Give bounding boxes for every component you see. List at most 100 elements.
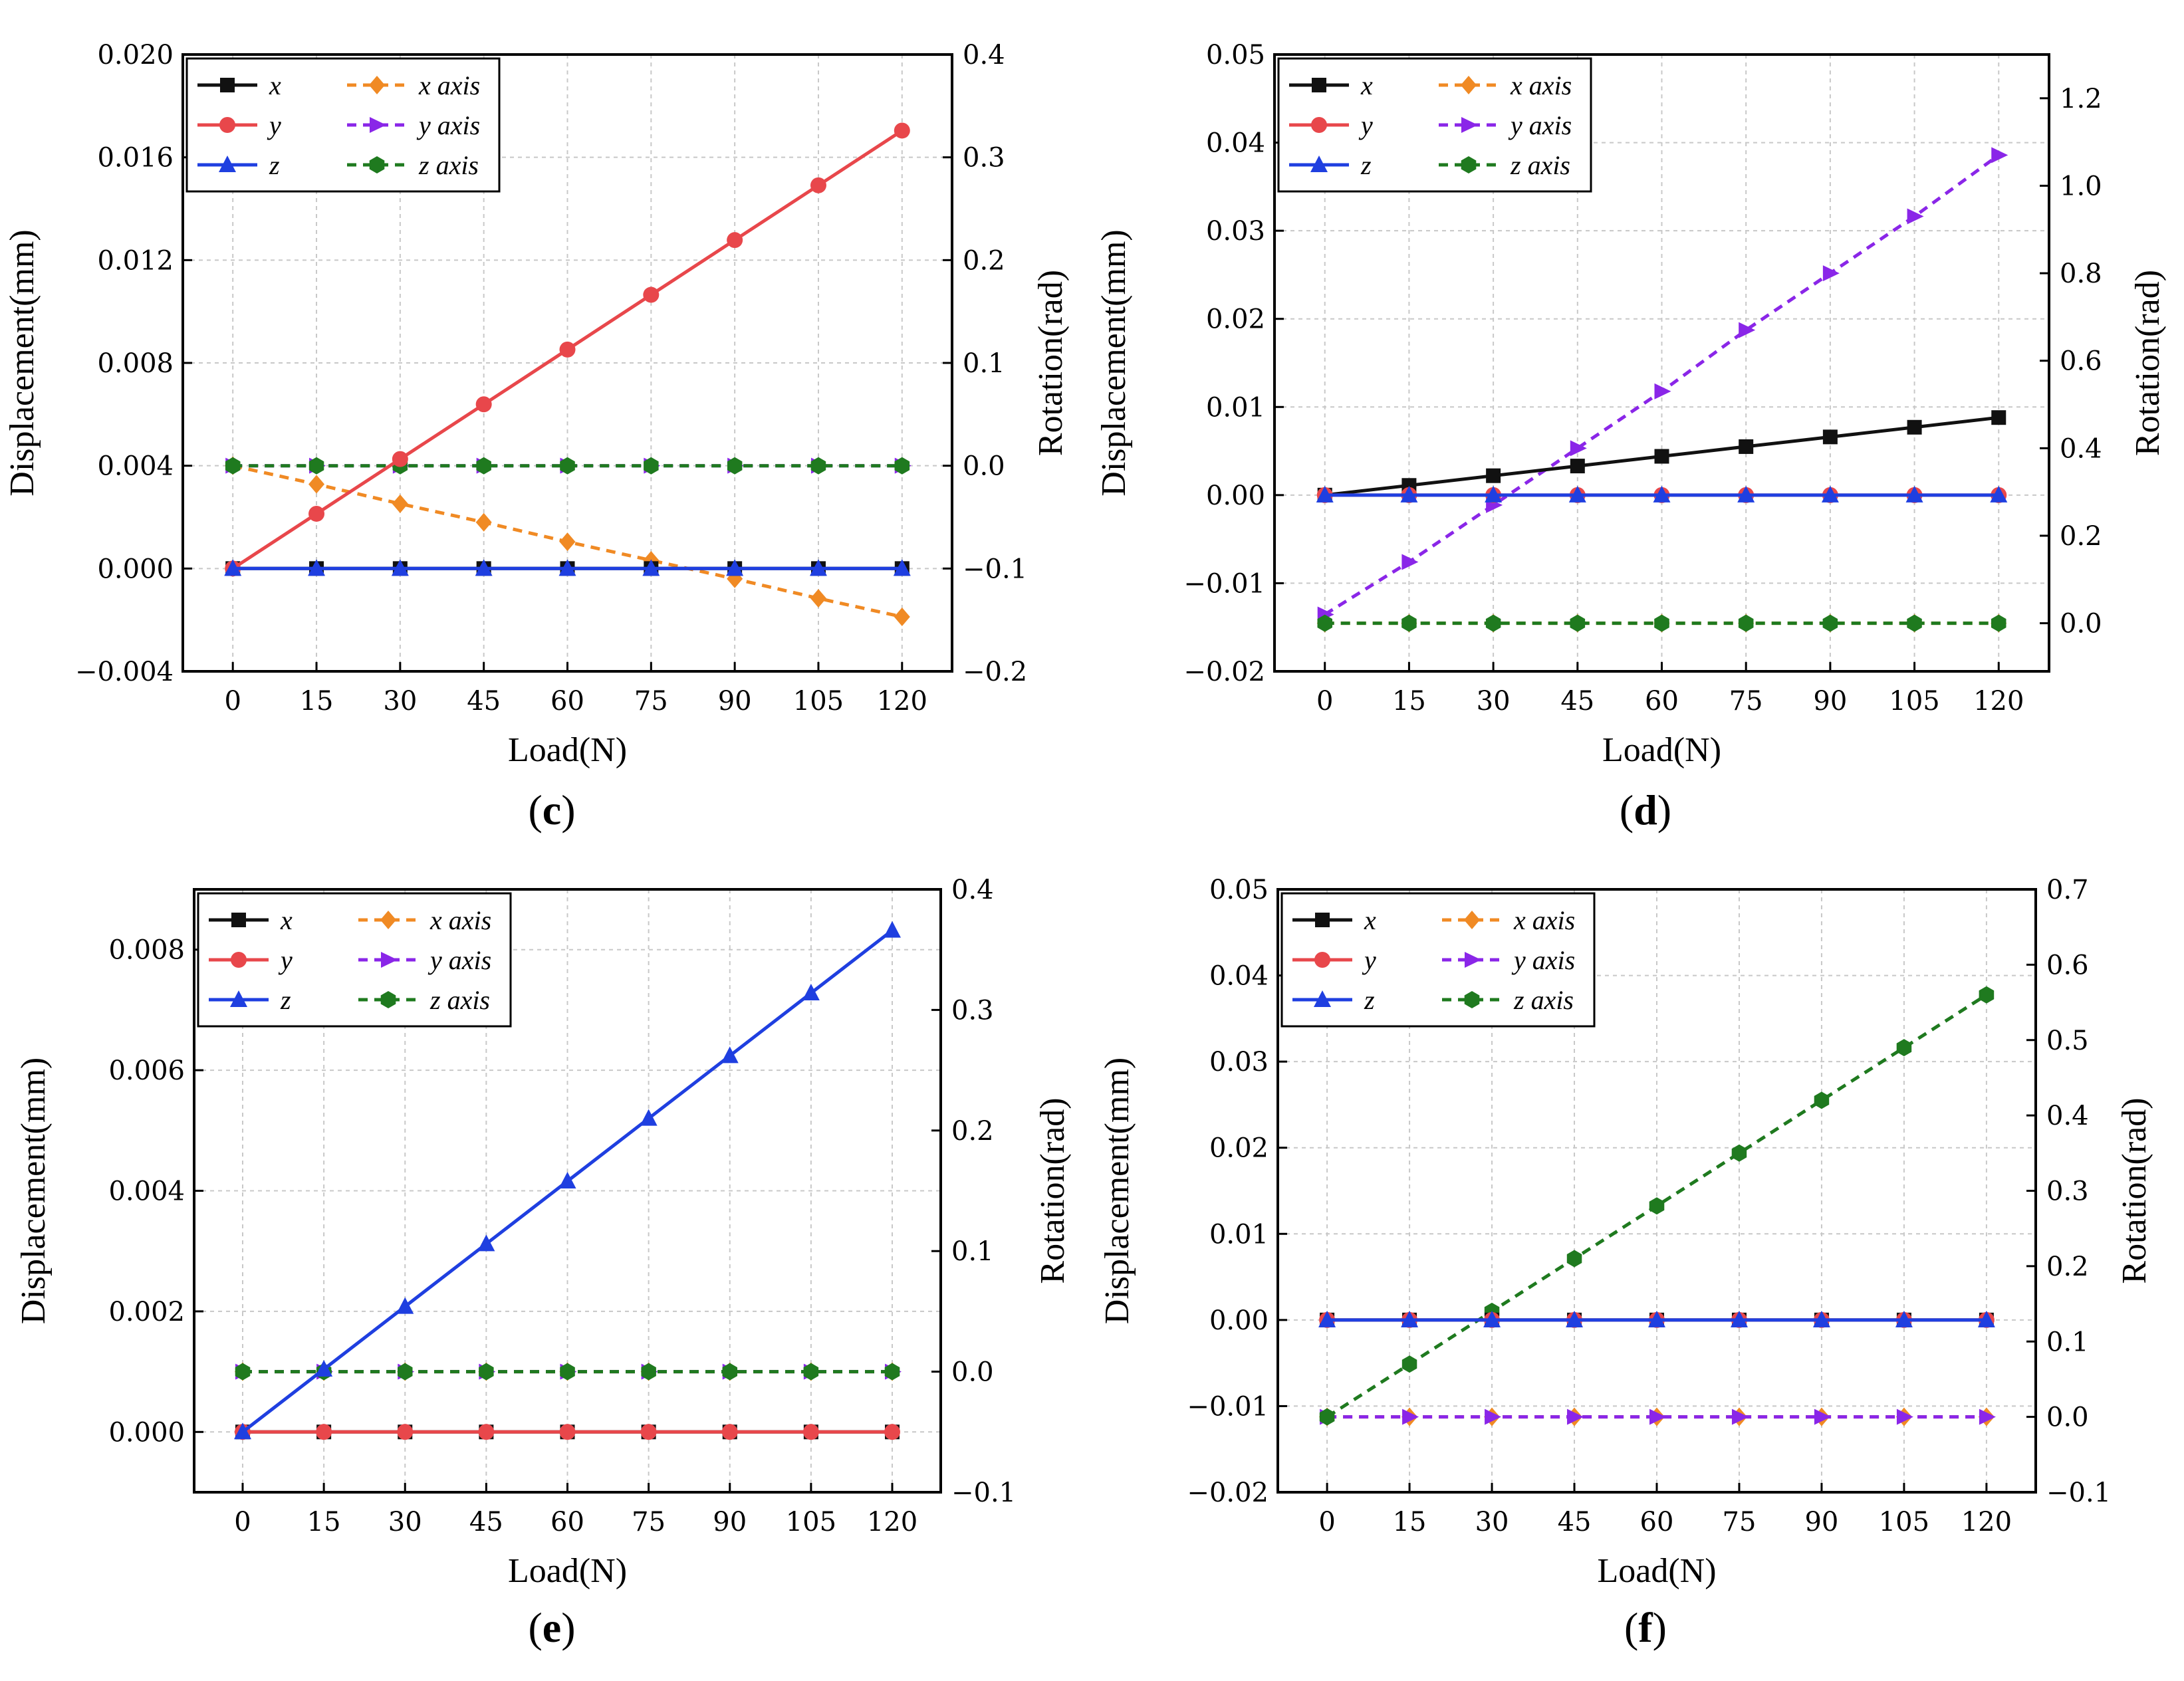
x-tick-label: 30	[388, 1507, 422, 1537]
x-tick-label: 120	[867, 1507, 917, 1537]
y2-axis-label: Rotation(rad)	[2116, 1097, 2153, 1284]
point-z-axis	[884, 1363, 900, 1381]
point-x	[1739, 439, 1754, 454]
x-axis-label: Load(N)	[1602, 731, 1721, 769]
x-tick-label: 45	[1558, 1507, 1592, 1537]
point-y	[802, 1424, 819, 1440]
point-z	[1990, 485, 2008, 503]
point-z	[1812, 1310, 1830, 1327]
point-x	[1654, 449, 1669, 464]
y2-tick-label: 0.4	[951, 875, 994, 905]
point-y-axis	[1401, 554, 1419, 570]
point-z	[1566, 1310, 1584, 1327]
point-z-axis	[1991, 614, 2006, 632]
panel-f: 0 15 30 45 60 75 90 105 120 −0.02 −0.01 0.00 0.01 0.0…	[1098, 875, 2153, 1651]
legend-label-z-axis: z axis	[1513, 985, 1574, 1015]
point-z	[1977, 1310, 1995, 1327]
point-y-axis	[1654, 383, 1671, 399]
point-y-axis	[1896, 1408, 1913, 1425]
legend-label-x: x	[269, 70, 281, 100]
x-tick-label: 60	[550, 1507, 584, 1537]
series-z	[224, 559, 911, 576]
legend-marker-x	[220, 78, 235, 92]
point-z-axis	[810, 457, 826, 475]
y2-tick-label: 0.0	[963, 451, 1005, 482]
y-tick-label: 0.002	[108, 1297, 185, 1327]
x-tick-label: 15	[1393, 1507, 1427, 1537]
x-tick-label: 120	[877, 686, 927, 717]
legend-marker-z	[1310, 156, 1328, 172]
y2-tick-label: 0.0	[951, 1357, 994, 1388]
point-y	[559, 341, 576, 358]
point-z	[1400, 485, 1418, 503]
legend-marker-z-axis	[369, 156, 385, 173]
point-z	[802, 984, 820, 1001]
legend-label-z-axis: z axis	[1510, 150, 1570, 180]
point-x	[1486, 468, 1501, 483]
x-tick-label: 45	[469, 1507, 503, 1537]
point-y-axis	[1979, 1408, 1996, 1425]
point-y-axis	[1814, 1408, 1831, 1425]
y2-tick-label: 0.2	[2060, 521, 2102, 552]
y2-tick-label: 0.3	[2046, 1177, 2089, 1207]
legend-marker-z-axis	[1464, 991, 1480, 1008]
x-tick-label: 90	[1804, 1507, 1838, 1537]
point-z-axis	[1979, 986, 1995, 1004]
x-tick-label: 15	[1392, 686, 1426, 717]
point-z	[1821, 485, 1839, 503]
y2-tick-label: −0.1	[963, 554, 1027, 584]
point-z-axis	[1401, 614, 1417, 632]
legend-marker-z	[230, 990, 247, 1007]
point-y	[721, 1424, 738, 1440]
point-z-axis	[1317, 614, 1332, 632]
legend-marker-x-axis	[369, 76, 385, 94]
point-z	[1653, 485, 1671, 503]
point-z-axis	[560, 457, 575, 475]
legend-label-y-axis: y axis	[1511, 945, 1575, 975]
x-axis-label: Load(N)	[508, 731, 627, 769]
y-tick-label: 0.01	[1209, 1219, 1269, 1250]
y-tick-label: 0.02	[1209, 1133, 1269, 1164]
series-y-axis	[1317, 147, 2008, 623]
legend-marker-y-axis	[370, 117, 386, 133]
point-y	[478, 1424, 495, 1440]
y-tick-label: −0.02	[1183, 657, 1265, 687]
point-y	[475, 396, 492, 413]
x-tick-label: 75	[1729, 686, 1763, 717]
point-z-axis	[560, 1363, 575, 1381]
x-tick-label: 75	[632, 1507, 666, 1537]
legend-label-x-axis: x axis	[429, 905, 491, 935]
y-tick-label: 0.012	[97, 245, 174, 276]
x-tick-label: 0	[1316, 686, 1333, 717]
legend-marker-y	[1314, 952, 1330, 968]
point-x	[1822, 429, 1838, 445]
point-z-axis	[1319, 1408, 1335, 1426]
point-z-axis	[1649, 1197, 1665, 1215]
legend-label-x-axis: x axis	[418, 70, 480, 100]
x-tick-label: 30	[1477, 686, 1511, 717]
x-tick-label: 15	[307, 1507, 341, 1537]
x-tick-label: 105	[786, 1507, 836, 1537]
y-tick-label: 0.020	[97, 40, 174, 70]
legend-marker-z	[219, 156, 236, 172]
y-tick-label: −0.01	[1187, 1391, 1269, 1422]
point-z	[1648, 1310, 1665, 1327]
legend-label-y-axis: y axis	[427, 945, 491, 975]
y2-tick-label: −0.2	[963, 657, 1027, 687]
series-z	[1316, 485, 2008, 503]
y-tick-label: 0.000	[97, 554, 174, 584]
point-y	[643, 286, 660, 303]
x-tick-label: 0	[224, 686, 241, 717]
point-z	[1483, 1310, 1501, 1327]
point-z	[1316, 485, 1334, 503]
point-z	[391, 559, 409, 576]
y-axis-label: Displacement(mm)	[1098, 1058, 1136, 1324]
y2-tick-label: 0.4	[2060, 433, 2102, 464]
point-z	[1401, 1310, 1419, 1327]
point-x	[1991, 410, 2006, 425]
y2-tick-label: 0.0	[2060, 609, 2102, 639]
legend-label-y: y	[267, 110, 281, 140]
legend-label-z-axis: z axis	[429, 985, 490, 1015]
point-z-axis	[1401, 1355, 1417, 1373]
legend-label-x-axis: x axis	[1510, 70, 1572, 100]
